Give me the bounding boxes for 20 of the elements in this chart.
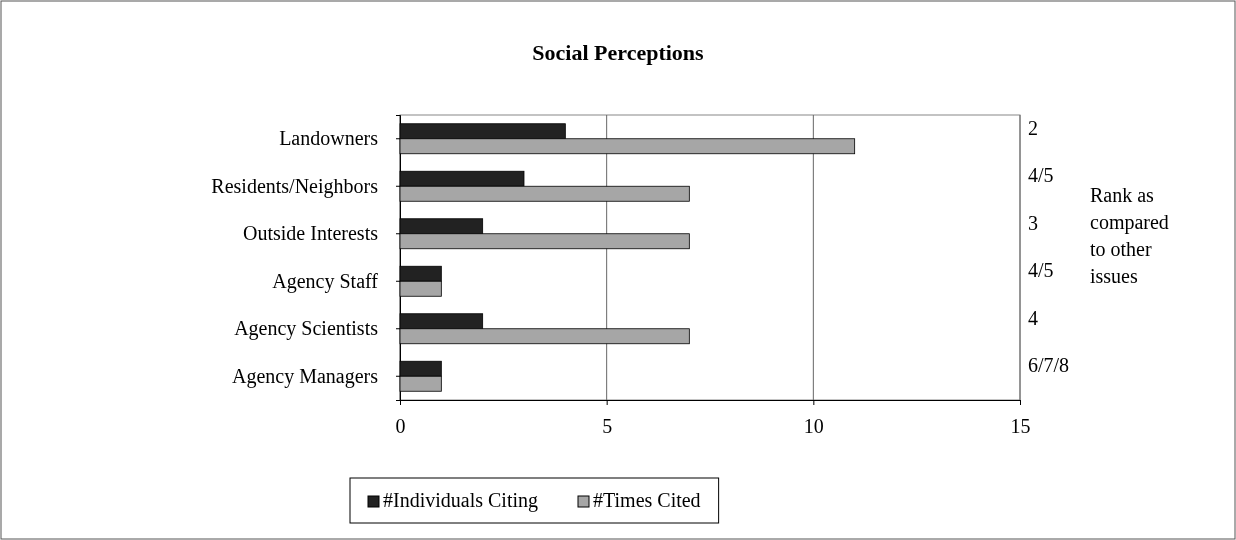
text: 4/5 [1028,164,1054,187]
y-tick-label: Landowners [279,127,379,150]
legend-label: #Times Cited [593,489,701,511]
x-tick-label: 5 [602,415,613,438]
y-tick-label: Residents/Neighbors [211,174,379,198]
y-tick-label: Agency Scientists [234,317,379,341]
chart-title: Social Perceptions [532,40,705,65]
y-tick-label: Agency Staff [272,269,379,293]
y-tick-label: Outside Interests [243,222,379,245]
text: Rank as compared to other issues [1090,184,1169,287]
text: 4/5 [1028,259,1054,282]
legend-label: #Individuals Citing [383,489,538,512]
y-tick-label: Agency Managers [231,364,379,388]
text: 6/7/8 [1028,354,1070,377]
x-tick-label: 10 [803,415,824,438]
text: 4 [1028,306,1038,329]
x-tick-label: 0 [395,415,406,438]
x-tick-label: 15 [1010,415,1031,438]
text: 2 [1028,116,1038,139]
text: 3 [1028,211,1038,234]
